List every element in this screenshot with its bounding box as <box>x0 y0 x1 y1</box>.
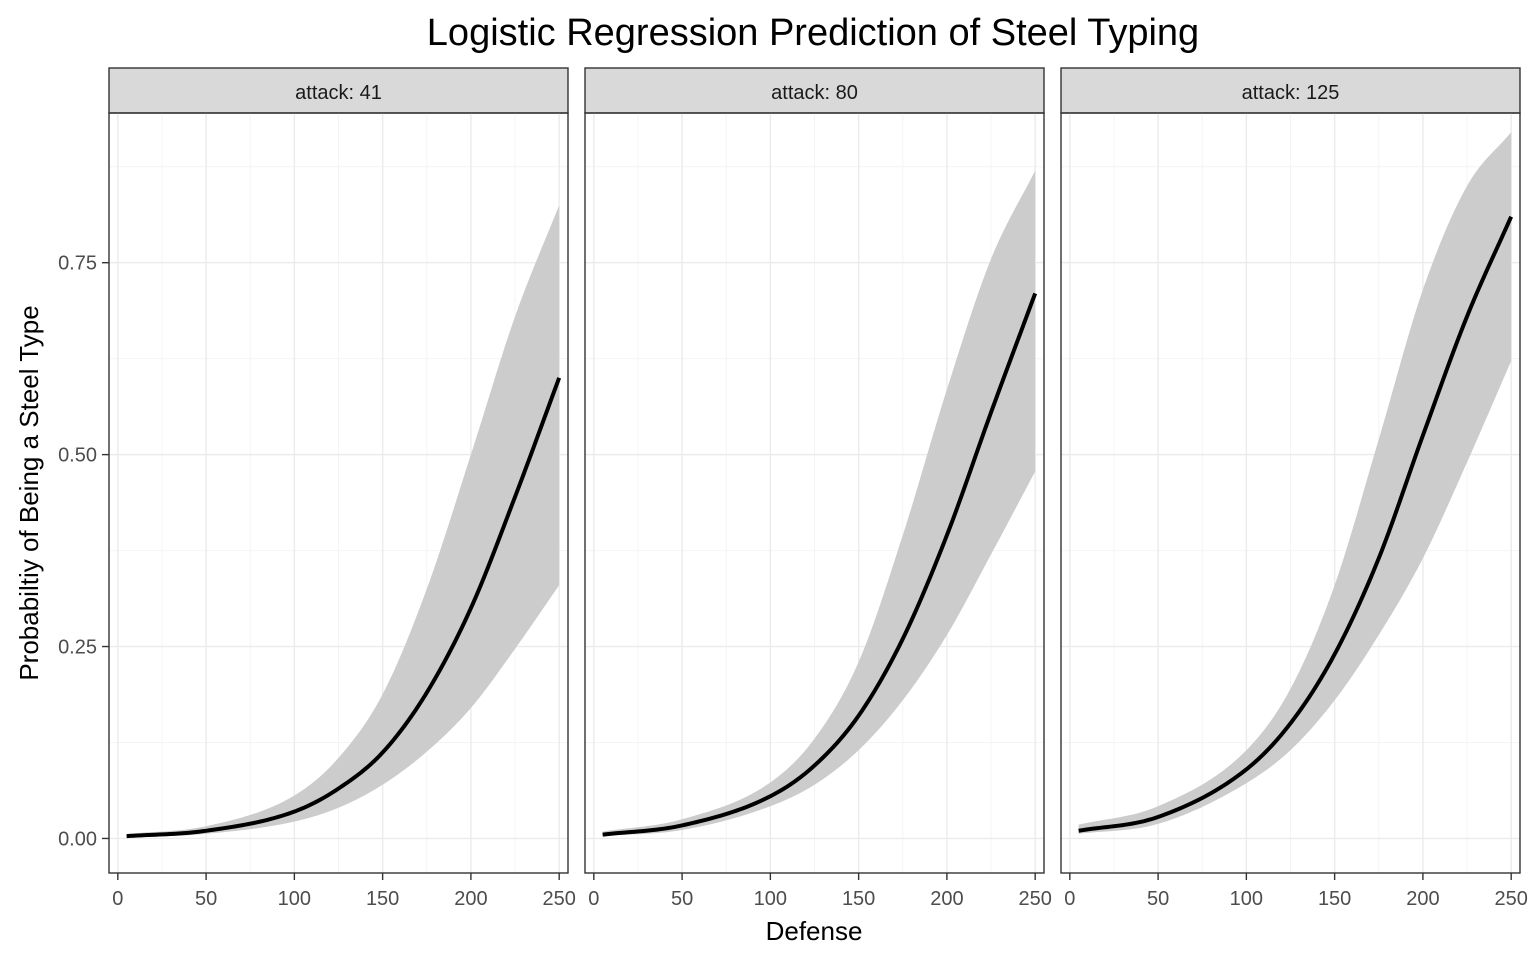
facet-strip-label: attack: 125 <box>1242 82 1340 104</box>
confidence-ribbon <box>126 205 560 838</box>
y-tick-label: 0.50 <box>58 445 97 467</box>
x-tick-label: 100 <box>754 888 787 910</box>
data-point <box>681 824 684 827</box>
data-point <box>1421 434 1424 437</box>
x-tick-label: 50 <box>195 888 217 910</box>
data-point <box>1289 722 1292 725</box>
data-point <box>293 810 296 813</box>
x-tick-label: 0 <box>112 888 123 910</box>
data-point <box>857 714 860 717</box>
x-tick-label: 0 <box>588 888 599 910</box>
data-point <box>205 829 208 832</box>
data-point <box>1377 557 1380 560</box>
x-tick-label: 50 <box>1147 888 1169 910</box>
data-point <box>769 795 772 798</box>
x-axis-title: Defense <box>766 916 863 946</box>
data-point <box>558 376 561 379</box>
x-tick-label: 200 <box>930 888 963 910</box>
confidence-ribbon <box>602 170 1036 837</box>
x-tick-label: 150 <box>366 888 399 910</box>
x-tick-label: 0 <box>1064 888 1075 910</box>
x-tick-label: 250 <box>542 888 575 910</box>
fitted-line <box>602 292 1038 837</box>
facet-strip <box>108 67 569 114</box>
data-point <box>990 411 993 414</box>
facet-panels: attack: 41 0 50 100 150 200 250 attack: 80 0 50 10… <box>108 67 1528 910</box>
facet-strip-label: attack: 80 <box>771 82 858 104</box>
data-point <box>381 751 384 754</box>
y-axis-title: Probabiltiy of Being a Steel Type <box>14 305 44 680</box>
y-tick-label: 0.25 <box>58 637 97 659</box>
data-point <box>514 495 517 498</box>
data-point <box>945 534 948 537</box>
data-point <box>901 637 904 640</box>
data-point <box>1466 315 1469 318</box>
data-point <box>1333 653 1336 656</box>
fitted-line <box>1078 215 1513 833</box>
panel-border <box>1060 112 1521 874</box>
data-point <box>425 691 428 694</box>
data-point <box>469 607 472 610</box>
data-point <box>1245 768 1248 771</box>
panel-border <box>584 112 1045 874</box>
fitted-line <box>126 377 562 839</box>
facet-panel: attack: 125 0 50 100 150 200 250 <box>1060 67 1528 910</box>
data-point <box>1077 829 1080 832</box>
data-point <box>1157 815 1160 818</box>
y-tick-label: 0.00 <box>58 828 97 850</box>
x-tick-label: 250 <box>1494 888 1527 910</box>
y-axis: 0.00 0.25 0.50 0.75 <box>58 253 109 850</box>
data-point <box>601 833 604 836</box>
data-point <box>1034 292 1037 295</box>
panel-border <box>108 112 569 874</box>
facet-panel: attack: 41 0 50 100 150 200 250 <box>108 67 576 910</box>
confidence-ribbon <box>1078 132 1512 834</box>
x-tick-label: 200 <box>454 888 487 910</box>
facet-strip <box>584 67 1045 114</box>
x-tick-label: 150 <box>1318 888 1351 910</box>
x-tick-label: 100 <box>278 888 311 910</box>
facet-strip <box>1060 67 1521 114</box>
data-point <box>1510 215 1513 218</box>
x-tick-label: 100 <box>1230 888 1263 910</box>
facet-strip-label: attack: 41 <box>295 82 382 104</box>
y-tick-label: 0.75 <box>58 253 97 275</box>
x-tick-label: 50 <box>671 888 693 910</box>
chart-title: Logistic Regression Prediction of Steel … <box>427 12 1199 54</box>
data-point <box>337 787 340 790</box>
data-point <box>813 764 816 767</box>
facet-panel: attack: 80 0 50 100 150 200 250 <box>584 67 1052 910</box>
data-point <box>125 835 128 838</box>
x-tick-label: 200 <box>1406 888 1439 910</box>
x-tick-label: 250 <box>1018 888 1051 910</box>
x-tick-label: 150 <box>842 888 875 910</box>
